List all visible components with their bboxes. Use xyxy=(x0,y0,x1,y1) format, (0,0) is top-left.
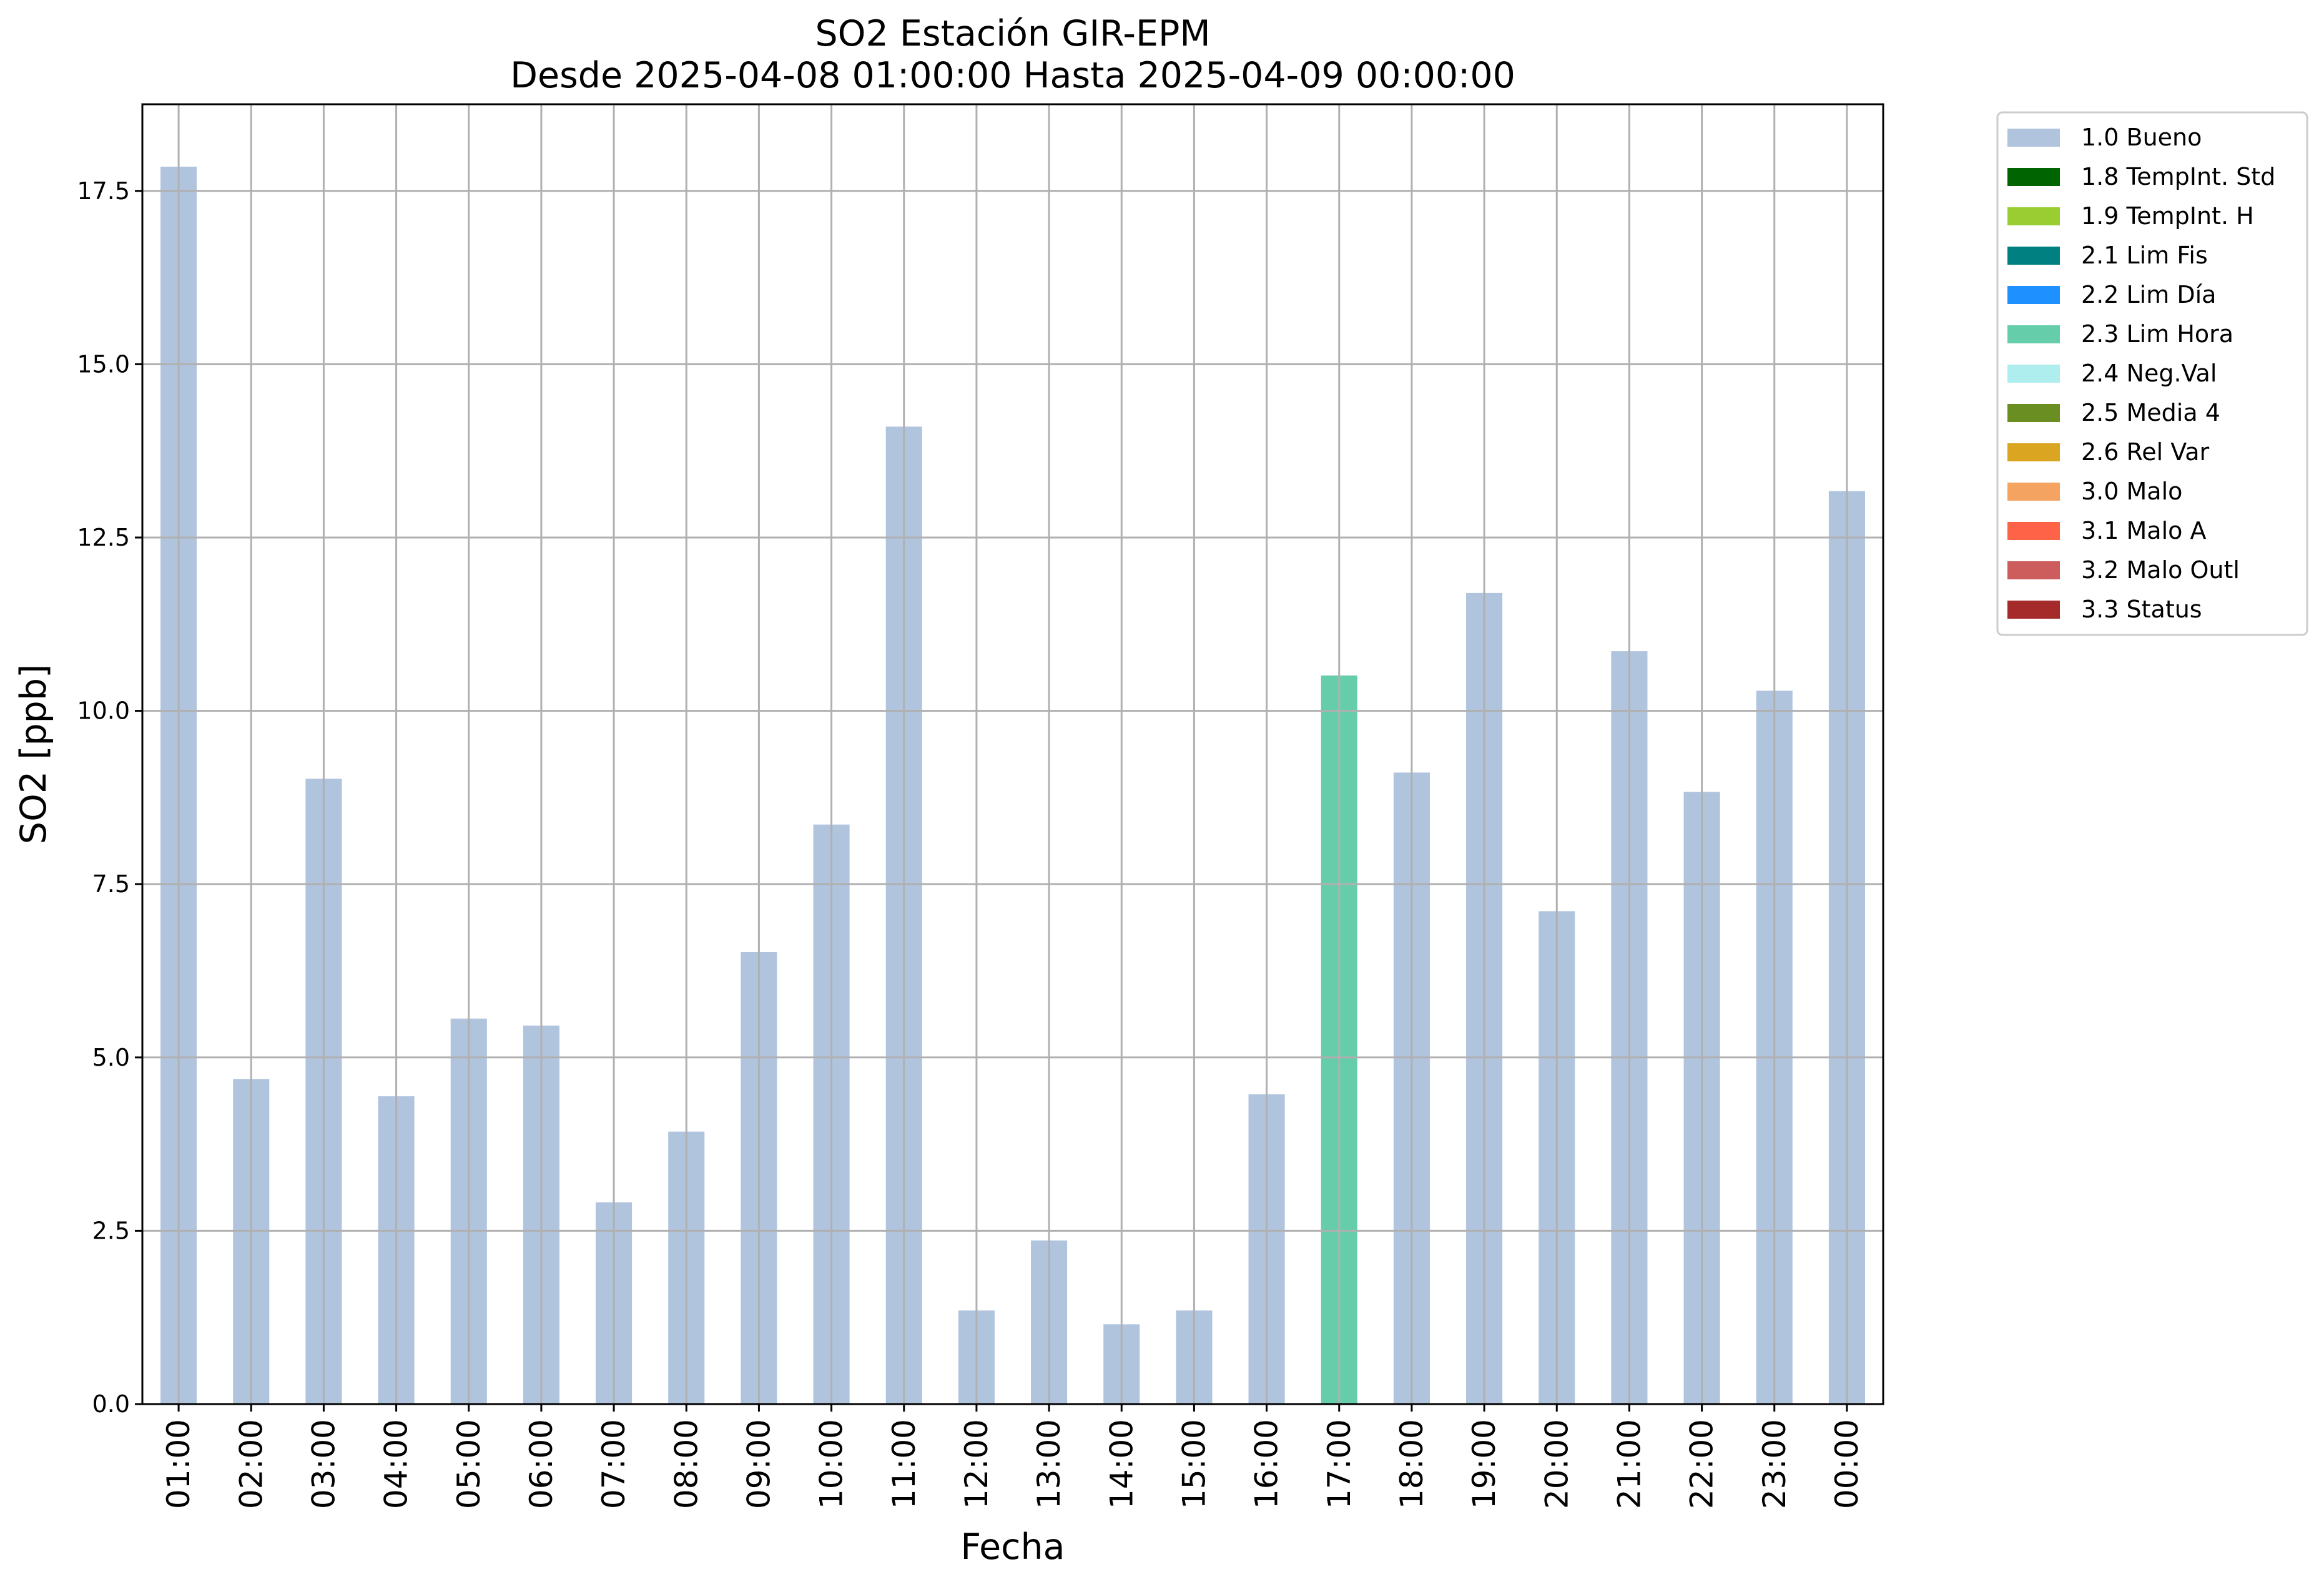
legend-swatch-3-0 xyxy=(2007,483,2060,501)
legend: 1.0 Bueno 1.8 TempInt. Std 1.9 TempInt. H 2… xyxy=(1996,111,2308,636)
x-tick-label: 00:00 xyxy=(1829,1419,1865,1509)
y-axis-ticks: 0.0 2.5 5.0 7.5 10.0 12.5 15.0 17.5 xyxy=(77,177,142,1418)
x-tick-label: 20:00 xyxy=(1539,1419,1575,1509)
x-tick-label: 03:00 xyxy=(305,1419,342,1509)
legend-label-2-2: 2.2 Lim Día xyxy=(2081,281,2216,308)
y-tick-label: 2.5 xyxy=(92,1217,130,1244)
legend-label-2-3: 2.3 Lim Hora xyxy=(2081,320,2233,348)
y-tick-label: 0.0 xyxy=(92,1390,130,1418)
x-axis-ticks: 01:00 02:00 03:00 04:00 05:00 06:00 07:00 08:00… xyxy=(160,1404,1865,1509)
legend-label-1-0: 1.0 Bueno xyxy=(2081,124,2202,151)
x-tick-label: 04:00 xyxy=(378,1419,415,1509)
legend-label-3-3: 3.3 Status xyxy=(2081,596,2202,623)
x-tick-label: 14:00 xyxy=(1103,1419,1140,1509)
legend-swatch-2-4 xyxy=(2007,365,2060,383)
y-tick-label: 5.0 xyxy=(92,1044,130,1071)
legend-label-3-1: 3.1 Malo A xyxy=(2081,517,2206,544)
legend-swatch-2-2 xyxy=(2007,286,2060,304)
x-tick-label: 05:00 xyxy=(451,1419,487,1509)
legend-label-3-0: 3.0 Malo xyxy=(2081,478,2182,505)
x-tick-label: 12:00 xyxy=(958,1419,995,1509)
x-tick-label: 10:00 xyxy=(814,1419,850,1509)
legend-swatch-1-0 xyxy=(2007,129,2060,147)
legend-label-2-4: 2.4 Neg.Val xyxy=(2081,360,2217,387)
plot-frame xyxy=(141,103,1884,1405)
x-tick-label: 15:00 xyxy=(1176,1419,1212,1509)
y-axis-label: SO2 [ppb] xyxy=(13,664,54,844)
legend-swatch-1-9 xyxy=(2007,207,2060,225)
x-tick-label: 02:00 xyxy=(233,1419,269,1509)
x-tick-label: 08:00 xyxy=(668,1419,704,1509)
x-tick-label: 07:00 xyxy=(596,1419,632,1509)
legend-swatch-2-6 xyxy=(2007,443,2060,461)
x-tick-label: 13:00 xyxy=(1031,1419,1067,1509)
chart-subtitle: Desde 2025-04-08 01:00:00 Hasta 2025-04-… xyxy=(510,55,1515,96)
legend-label-2-1: 2.1 Lim Fis xyxy=(2081,242,2208,269)
legend-swatch-3-3 xyxy=(2007,601,2060,619)
y-tick-label: 17.5 xyxy=(77,177,130,205)
legend-box xyxy=(1996,111,2308,636)
chart-title: SO2 Estación GIR-EPM xyxy=(815,13,1210,54)
legend-label-2-5: 2.5 Media 4 xyxy=(2081,399,2220,426)
y-tick-label: 12.5 xyxy=(77,524,130,551)
x-tick-label: 11:00 xyxy=(886,1419,922,1509)
x-tick-label: 17:00 xyxy=(1321,1419,1357,1509)
x-tick-label: 23:00 xyxy=(1756,1419,1793,1509)
legend-swatch-1-8 xyxy=(2007,168,2060,186)
x-axis-label: Fecha xyxy=(960,1526,1065,1568)
legend-label-2-6: 2.6 Rel Var xyxy=(2081,438,2210,466)
x-tick-label: 18:00 xyxy=(1394,1419,1430,1509)
x-tick-label: 16:00 xyxy=(1249,1419,1285,1509)
x-tick-label: 22:00 xyxy=(1684,1419,1720,1509)
legend-label-3-2: 3.2 Malo Outl xyxy=(2081,556,2240,584)
legend-swatch-2-3 xyxy=(2007,325,2060,343)
legend-swatch-3-2 xyxy=(2007,561,2060,579)
x-tick-label: 21:00 xyxy=(1611,1419,1647,1509)
legend-swatch-2-1 xyxy=(2007,247,2060,265)
x-tick-label: 06:00 xyxy=(523,1419,559,1509)
legend-swatch-2-5 xyxy=(2007,404,2060,422)
y-tick-label: 7.5 xyxy=(92,870,130,898)
legend-label-1-8: 1.8 TempInt. Std xyxy=(2081,163,2275,190)
legend-label-1-9: 1.9 TempInt. H xyxy=(2081,202,2254,230)
x-tick-label: 19:00 xyxy=(1466,1419,1502,1509)
legend-swatch-3-1 xyxy=(2007,522,2060,540)
y-tick-label: 10.0 xyxy=(77,697,130,725)
x-tick-label: 09:00 xyxy=(741,1419,777,1509)
x-tick-label: 01:00 xyxy=(160,1419,197,1509)
y-tick-label: 15.0 xyxy=(77,350,130,378)
